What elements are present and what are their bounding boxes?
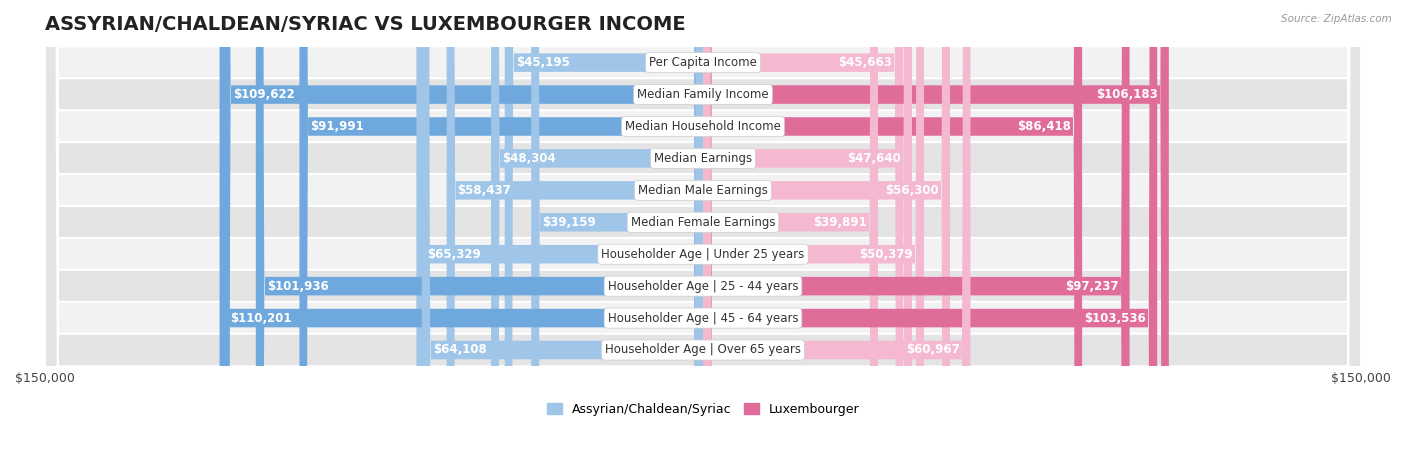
Text: $65,329: $65,329 — [427, 248, 481, 261]
Text: $50,379: $50,379 — [859, 248, 912, 261]
Text: Householder Age | 45 - 64 years: Householder Age | 45 - 64 years — [607, 311, 799, 325]
Text: $47,640: $47,640 — [848, 152, 901, 165]
FancyBboxPatch shape — [505, 0, 703, 467]
FancyBboxPatch shape — [703, 0, 1168, 467]
Text: $86,418: $86,418 — [1018, 120, 1071, 133]
Text: Median Household Income: Median Household Income — [626, 120, 780, 133]
Text: $39,159: $39,159 — [543, 216, 596, 229]
FancyBboxPatch shape — [45, 0, 1361, 467]
Text: Median Earnings: Median Earnings — [654, 152, 752, 165]
Text: $58,437: $58,437 — [457, 184, 512, 197]
Text: $91,991: $91,991 — [311, 120, 364, 133]
FancyBboxPatch shape — [447, 0, 703, 467]
Text: $109,622: $109,622 — [233, 88, 295, 101]
Text: $97,237: $97,237 — [1066, 280, 1119, 293]
FancyBboxPatch shape — [703, 0, 1083, 467]
FancyBboxPatch shape — [45, 0, 1361, 467]
FancyBboxPatch shape — [491, 0, 703, 467]
FancyBboxPatch shape — [45, 0, 1361, 467]
FancyBboxPatch shape — [703, 0, 912, 467]
Text: $110,201: $110,201 — [231, 311, 292, 325]
FancyBboxPatch shape — [45, 0, 1361, 467]
Text: $60,967: $60,967 — [905, 344, 959, 356]
FancyBboxPatch shape — [45, 0, 1361, 467]
FancyBboxPatch shape — [299, 0, 703, 467]
Text: ASSYRIAN/CHALDEAN/SYRIAC VS LUXEMBOURGER INCOME: ASSYRIAN/CHALDEAN/SYRIAC VS LUXEMBOURGER… — [45, 15, 686, 34]
FancyBboxPatch shape — [45, 0, 1361, 467]
FancyBboxPatch shape — [703, 0, 950, 467]
Text: $103,536: $103,536 — [1084, 311, 1146, 325]
FancyBboxPatch shape — [219, 0, 703, 467]
Text: $101,936: $101,936 — [267, 280, 329, 293]
FancyBboxPatch shape — [703, 0, 877, 467]
FancyBboxPatch shape — [703, 0, 903, 467]
Text: Householder Age | Over 65 years: Householder Age | Over 65 years — [605, 344, 801, 356]
Text: Median Family Income: Median Family Income — [637, 88, 769, 101]
FancyBboxPatch shape — [531, 0, 703, 467]
FancyBboxPatch shape — [45, 0, 1361, 467]
FancyBboxPatch shape — [703, 0, 1157, 467]
Text: Householder Age | Under 25 years: Householder Age | Under 25 years — [602, 248, 804, 261]
Text: $45,195: $45,195 — [516, 56, 569, 69]
FancyBboxPatch shape — [703, 0, 924, 467]
Text: $106,183: $106,183 — [1097, 88, 1159, 101]
FancyBboxPatch shape — [416, 0, 703, 467]
FancyBboxPatch shape — [222, 0, 703, 467]
Text: Median Male Earnings: Median Male Earnings — [638, 184, 768, 197]
FancyBboxPatch shape — [422, 0, 703, 467]
Text: $64,108: $64,108 — [433, 344, 486, 356]
FancyBboxPatch shape — [703, 0, 970, 467]
Text: Householder Age | 25 - 44 years: Householder Age | 25 - 44 years — [607, 280, 799, 293]
Text: Source: ZipAtlas.com: Source: ZipAtlas.com — [1281, 14, 1392, 24]
Text: $39,891: $39,891 — [813, 216, 868, 229]
FancyBboxPatch shape — [256, 0, 703, 467]
FancyBboxPatch shape — [45, 0, 1361, 467]
Text: $45,663: $45,663 — [838, 56, 893, 69]
Text: $56,300: $56,300 — [886, 184, 939, 197]
Text: Per Capita Income: Per Capita Income — [650, 56, 756, 69]
Legend: Assyrian/Chaldean/Syriac, Luxembourger: Assyrian/Chaldean/Syriac, Luxembourger — [541, 398, 865, 421]
FancyBboxPatch shape — [703, 0, 1129, 467]
FancyBboxPatch shape — [45, 0, 1361, 467]
Text: $48,304: $48,304 — [502, 152, 555, 165]
Text: Median Female Earnings: Median Female Earnings — [631, 216, 775, 229]
FancyBboxPatch shape — [45, 0, 1361, 467]
